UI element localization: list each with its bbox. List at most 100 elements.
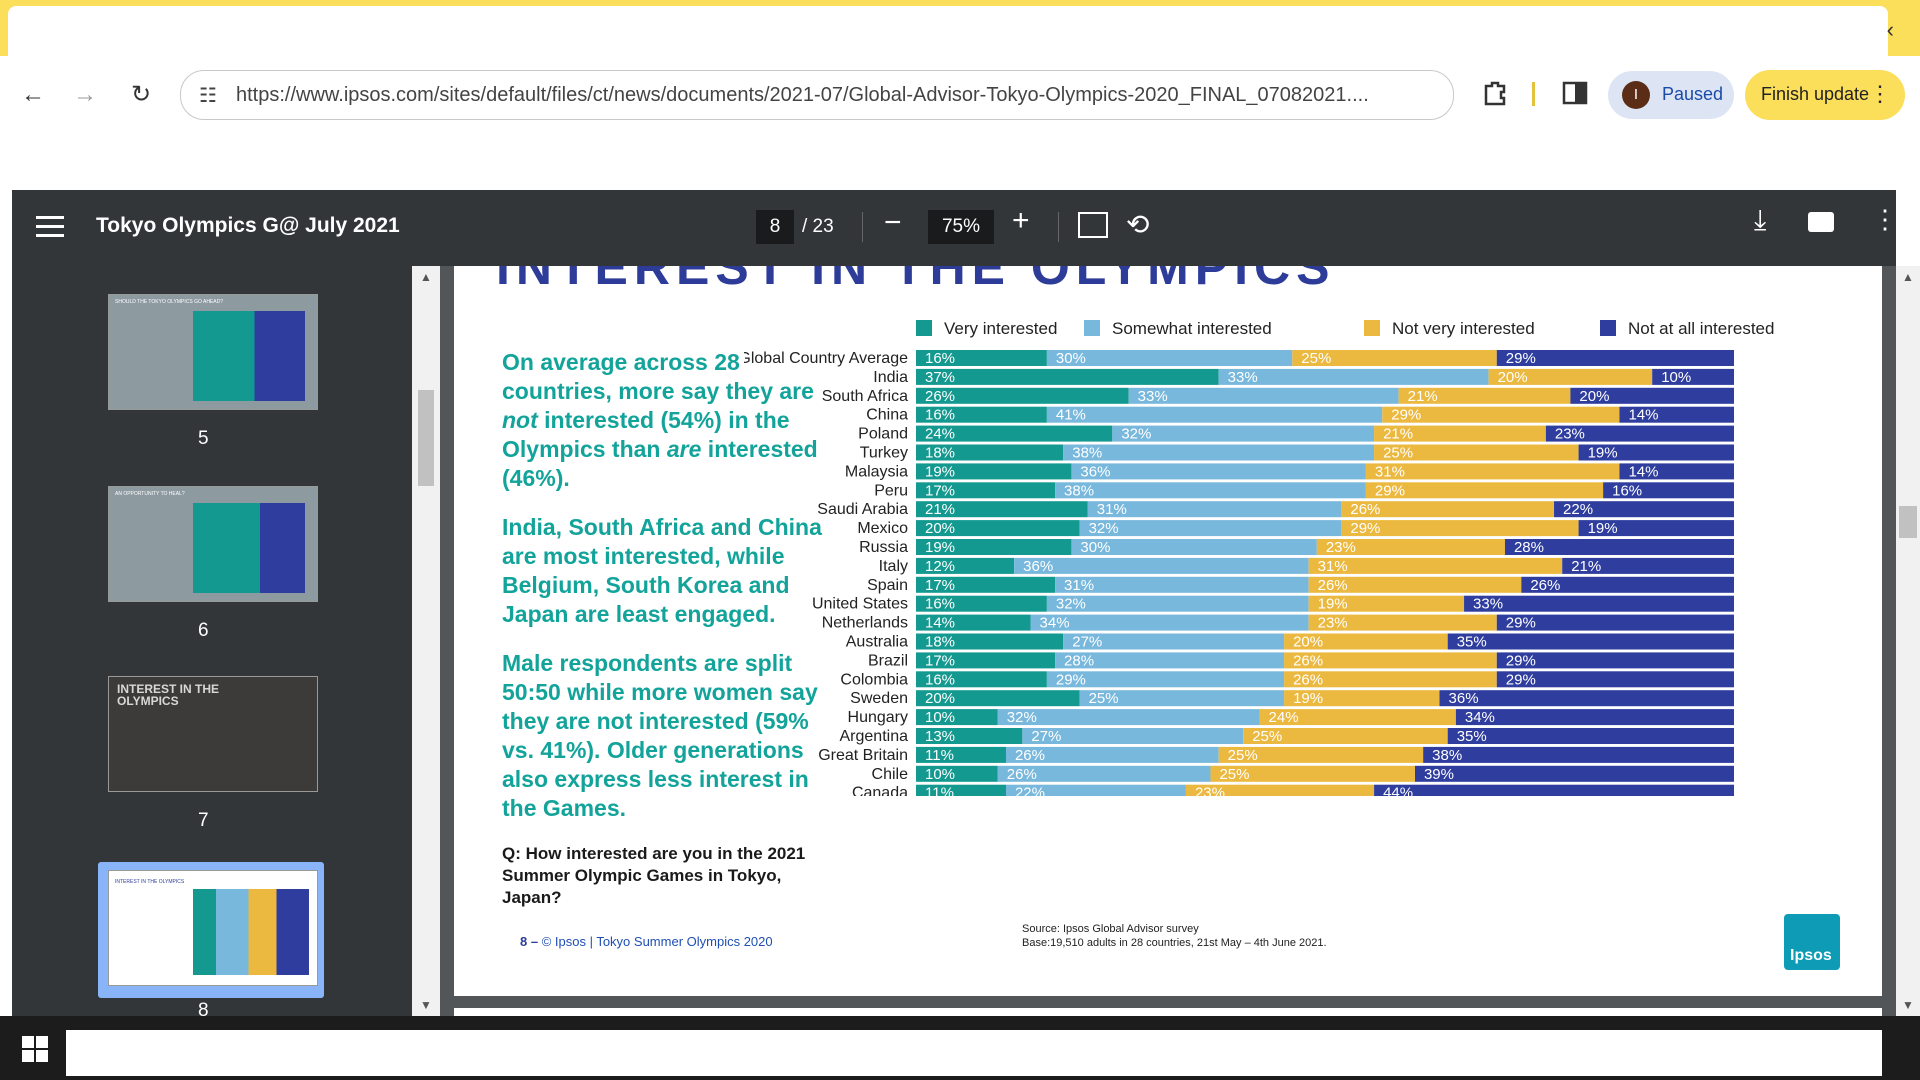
data-label: 11% bbox=[925, 785, 954, 796]
data-label: 13% bbox=[925, 728, 955, 745]
legend-swatch bbox=[1364, 320, 1380, 336]
bar-segment bbox=[916, 482, 1056, 499]
data-label: 33% bbox=[1138, 388, 1168, 405]
category-label: Chile bbox=[872, 766, 909, 783]
bar-segment bbox=[916, 520, 1080, 537]
bar-segment bbox=[1063, 444, 1375, 461]
legend-label: Not very interested bbox=[1392, 319, 1535, 338]
bar-segment bbox=[1128, 387, 1399, 404]
bar-segment bbox=[1055, 576, 1309, 593]
bar-segment bbox=[1055, 482, 1366, 499]
category-label: United States bbox=[812, 596, 908, 613]
active-tab[interactable] bbox=[8, 6, 1888, 56]
hamburger-menu-icon[interactable] bbox=[36, 210, 64, 246]
thumbnail-page-6[interactable]: AN OPPORTUNITY TO HEAL? bbox=[108, 486, 318, 602]
taskbar bbox=[0, 1016, 1920, 1080]
bar-segment bbox=[916, 633, 1064, 650]
scrollbar-thumb[interactable] bbox=[418, 390, 434, 486]
bar-segment bbox=[916, 368, 1219, 385]
page-number-input[interactable]: 8 bbox=[756, 210, 794, 244]
category-label: India bbox=[873, 369, 908, 386]
bar-segment bbox=[1005, 746, 1219, 763]
site-info-icon[interactable]: ☷ bbox=[199, 85, 217, 107]
url-text[interactable]: https://www.ipsos.com/sites/default/file… bbox=[236, 84, 1369, 106]
data-label: 29% bbox=[1506, 652, 1536, 669]
forward-arrow-icon[interactable]: → bbox=[73, 81, 97, 108]
data-label: 26% bbox=[1530, 577, 1560, 594]
footer-text: © Ipsos | Tokyo Summer Olympics 2020 bbox=[541, 934, 773, 949]
more-vertical-icon[interactable]: ⋮ bbox=[1869, 81, 1891, 106]
data-label: 29% bbox=[1506, 350, 1536, 367]
data-label: 29% bbox=[1375, 482, 1405, 499]
data-label: 19% bbox=[1293, 690, 1323, 707]
scroll-up-arrow-icon[interactable]: ▲ bbox=[420, 270, 432, 284]
windows-start-icon[interactable] bbox=[22, 1036, 48, 1062]
data-label: 22% bbox=[1015, 785, 1045, 796]
data-label: 25% bbox=[1301, 350, 1331, 367]
data-label: 29% bbox=[1506, 615, 1536, 632]
profile-button[interactable]: I Paused bbox=[1608, 71, 1734, 119]
zoom-in-icon[interactable]: + bbox=[1012, 204, 1030, 237]
data-label: 29% bbox=[1391, 407, 1421, 424]
finish-update-button[interactable]: Finish update ⋮ bbox=[1745, 70, 1905, 120]
data-label: 26% bbox=[1350, 501, 1380, 518]
data-label: 32% bbox=[1007, 709, 1037, 726]
zoom-input[interactable]: 75% bbox=[928, 210, 994, 244]
thumbnail-page-7[interactable]: INTEREST IN THE OLYMPICS bbox=[108, 676, 318, 792]
profile-status: Paused bbox=[1662, 84, 1724, 104]
bar-segment bbox=[1464, 595, 1734, 612]
bar-segment bbox=[916, 595, 1047, 612]
category-label: Poland bbox=[858, 426, 908, 443]
tab-strip-chevron-icon[interactable]: ‹ bbox=[1886, 17, 1894, 42]
data-label: 19% bbox=[925, 539, 955, 556]
data-label: 36% bbox=[1449, 690, 1479, 707]
thumbnail-page-5[interactable]: SHOULD THE TOKYO OLYMPICS GO AHEAD? bbox=[108, 294, 318, 410]
side-panel-icon[interactable] bbox=[1562, 80, 1588, 106]
scroll-down-arrow-icon[interactable]: ▼ bbox=[1902, 998, 1914, 1012]
rotate-icon[interactable]: ⟲ bbox=[1126, 209, 1150, 240]
bar-segment bbox=[1071, 539, 1317, 555]
reload-icon[interactable]: ↻ bbox=[130, 81, 152, 108]
legend-label: Somewhat interested bbox=[1112, 319, 1272, 338]
scrollbar-thumb[interactable] bbox=[1899, 506, 1917, 538]
footer-page-number: 8 – bbox=[520, 934, 539, 949]
bar-segment bbox=[1414, 765, 1734, 782]
download-icon[interactable]: ⤓ bbox=[1754, 204, 1767, 235]
more-actions-icon[interactable]: ⋮ bbox=[1872, 204, 1898, 234]
legend-label: Very interested bbox=[944, 319, 1057, 338]
thumbnail-page-8[interactable]: INTEREST IN THE OLYMPICS bbox=[108, 870, 318, 986]
address-bar[interactable]: ☷ https://www.ipsos.com/sites/default/fi… bbox=[180, 70, 1454, 120]
bar-segment bbox=[916, 671, 1047, 688]
para-text: interested (46%). bbox=[502, 436, 818, 491]
bar-segment bbox=[916, 652, 1056, 669]
data-label: 12% bbox=[925, 558, 955, 575]
data-label: 30% bbox=[1056, 350, 1086, 367]
data-label: 38% bbox=[1432, 747, 1462, 764]
fit-to-page-icon[interactable] bbox=[1078, 212, 1108, 238]
source-line: Source: Ipsos Global Advisor survey bbox=[1022, 923, 1199, 935]
thumbnail-scrollbar[interactable]: ▲ ▼ bbox=[412, 266, 440, 1016]
data-label: 21% bbox=[925, 501, 955, 518]
data-label: 10% bbox=[1661, 369, 1691, 386]
scroll-down-arrow-icon[interactable]: ▼ bbox=[420, 998, 432, 1012]
bar-segment bbox=[1046, 406, 1383, 423]
back-arrow-icon[interactable]: ← bbox=[21, 81, 45, 108]
scroll-up-arrow-icon[interactable]: ▲ bbox=[1902, 270, 1914, 284]
extensions-icon[interactable] bbox=[1480, 78, 1510, 108]
legend-label: Not at all interested bbox=[1628, 319, 1774, 338]
data-label: 28% bbox=[1064, 652, 1094, 669]
category-label: Global Country Average bbox=[744, 350, 908, 367]
bar-segment bbox=[916, 690, 1080, 707]
category-label: Argentina bbox=[840, 728, 909, 745]
category-label: Canada bbox=[852, 785, 908, 796]
zoom-out-icon[interactable]: − bbox=[884, 206, 902, 239]
document-scrollbar[interactable]: ▲ ▼ bbox=[1896, 266, 1920, 1016]
print-icon[interactable] bbox=[1808, 212, 1834, 232]
thumbnail-caption: AN OPPORTUNITY TO HEAL? bbox=[115, 491, 185, 497]
slide-title: INTEREST IN THE OLYMPICS bbox=[496, 266, 1336, 295]
next-pdf-page bbox=[454, 1008, 1882, 1016]
data-label: 29% bbox=[1506, 671, 1536, 688]
bar-segment bbox=[1185, 784, 1375, 796]
bar-segment bbox=[1063, 633, 1285, 650]
data-label: 31% bbox=[1064, 577, 1094, 594]
